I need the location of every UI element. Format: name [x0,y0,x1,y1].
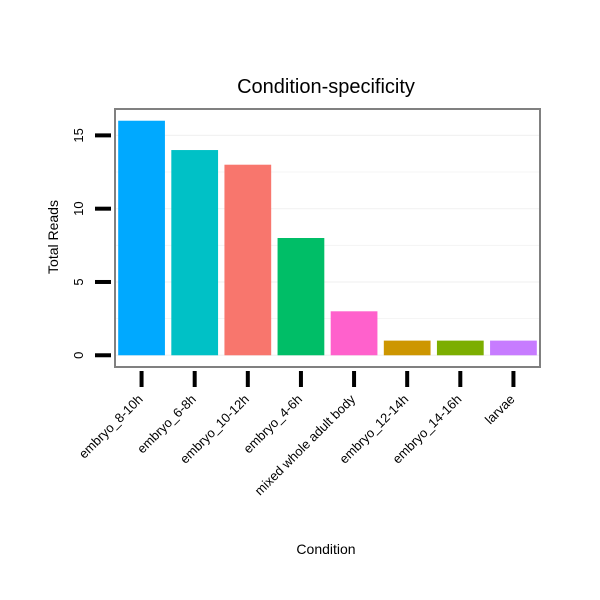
bar-embryo-8-10h [118,120,165,356]
plot-panel-border [114,108,541,368]
x-tick-label: embryo_8-10h [76,392,146,462]
bars [118,120,537,356]
y-axis-title: Total Reads [45,200,61,274]
y-tick-label: 10 [71,201,86,215]
y-axis: 0 5 10 15 [71,128,111,359]
bar-embryo-4-6h [277,238,325,356]
x-axis: embryo_8-10hembryo_6-8hembryo_10-12hembr… [76,371,518,498]
bar-embryo-6-8h [171,150,219,356]
x-tick-label: mixed whole adult body [252,391,359,498]
bar-larvae [490,340,537,356]
bar-embryo-10-12h [224,164,272,356]
y-tick-label: 15 [71,128,86,142]
y-tick-label: 0 [71,352,86,359]
x-axis-title: Condition [296,541,355,557]
chart-title: Condition-specificity [237,76,415,98]
bar-embryo-14-16h [436,340,484,356]
y-tick-label: 5 [71,278,86,285]
bar-mixed-whole-adult-body [330,311,378,356]
bar-embryo-12-14h [383,340,431,356]
x-tick-label: larvae [482,392,518,428]
